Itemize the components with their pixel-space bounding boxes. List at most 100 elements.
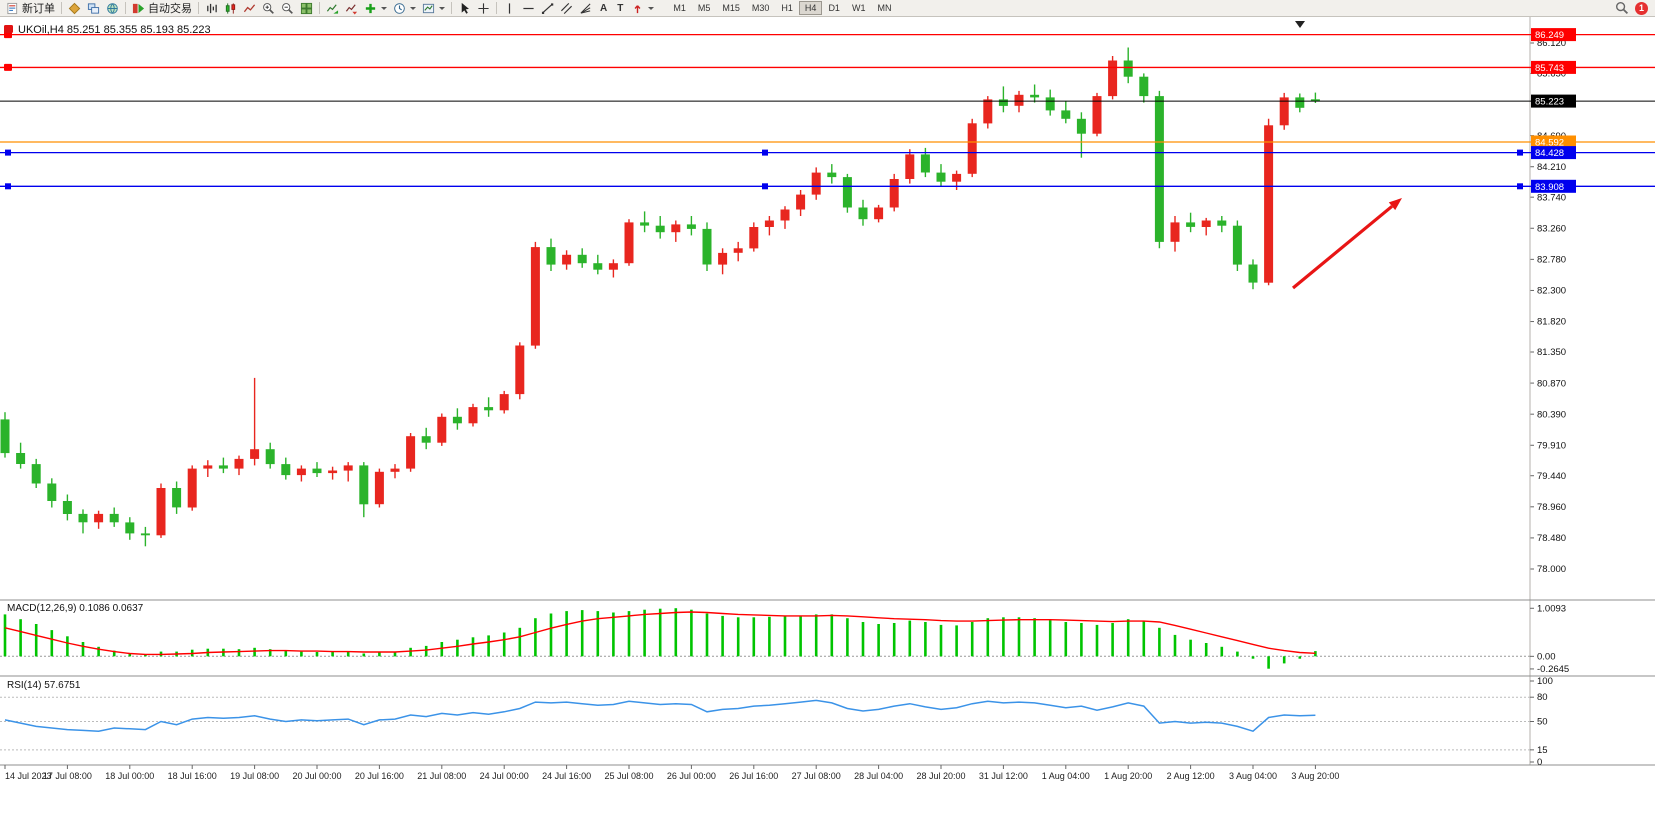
svg-text:31 Jul 12:00: 31 Jul 12:00 xyxy=(979,771,1028,781)
svg-text:84.592: 84.592 xyxy=(1535,138,1564,149)
svg-text:0: 0 xyxy=(1537,757,1542,768)
timeframe-MN[interactable]: MN xyxy=(877,3,892,13)
chart-window[interactable]: 86.12085.65084.69084.21083.74083.26082.7… xyxy=(0,17,1655,829)
svg-text:85.223: 85.223 xyxy=(1535,97,1564,108)
trend-arrow[interactable] xyxy=(1291,198,1402,290)
auto-scroll-button[interactable] xyxy=(323,0,342,16)
svg-text:2 Aug 12:00: 2 Aug 12:00 xyxy=(1167,771,1215,781)
new-order-button[interactable]: 新订单 xyxy=(3,0,58,16)
navigator-button[interactable] xyxy=(103,0,122,16)
macd-signal-line xyxy=(4,611,1316,656)
toolbar-right-group: 1 xyxy=(1615,1,1652,15)
autotrading-icon xyxy=(132,3,145,13)
bar-chart-mode-button[interactable] xyxy=(202,0,221,16)
timeframe-H1[interactable]: H1 xyxy=(781,3,793,13)
line-chart-icon xyxy=(243,3,256,12)
crosshair-tool-button[interactable] xyxy=(474,0,493,16)
svg-text:20 Jul 16:00: 20 Jul 16:00 xyxy=(355,771,404,781)
price-line-84.428[interactable] xyxy=(0,149,1655,156)
svg-text:80.390: 80.390 xyxy=(1537,409,1566,420)
svg-text:79.910: 79.910 xyxy=(1537,441,1566,452)
cursor-tool-button[interactable] xyxy=(455,0,474,16)
svg-text:83.260: 83.260 xyxy=(1537,224,1566,235)
candles-layer xyxy=(0,47,1320,547)
timeframe-M1[interactable]: M1 xyxy=(673,3,686,13)
chart-shift-button[interactable] xyxy=(342,0,361,16)
chart-shift-marker xyxy=(1295,21,1305,28)
line-chart-mode-button[interactable] xyxy=(240,0,259,16)
svg-text:15: 15 xyxy=(1537,745,1548,756)
svg-text:-0.2645: -0.2645 xyxy=(1537,664,1569,675)
chevron-down-icon xyxy=(439,6,445,10)
timeframe-M30[interactable]: M30 xyxy=(751,3,770,13)
timeframe-W1[interactable]: W1 xyxy=(851,3,866,13)
trendline-tool-button[interactable] xyxy=(538,0,557,16)
svg-text:84.210: 84.210 xyxy=(1537,162,1566,173)
svg-text:25 Jul 08:00: 25 Jul 08:00 xyxy=(604,771,653,781)
candle-chart-mode-button[interactable] xyxy=(221,0,240,16)
market-watch-button[interactable] xyxy=(65,0,84,16)
notification-badge[interactable]: 1 xyxy=(1635,1,1648,15)
channel-tool-button[interactable] xyxy=(557,0,576,16)
svg-text:79.440: 79.440 xyxy=(1537,471,1566,482)
arrows-tool-button[interactable] xyxy=(628,0,657,16)
svg-text:81.350: 81.350 xyxy=(1537,347,1566,358)
timeframe-M5[interactable]: M5 xyxy=(697,3,711,13)
autotrading-button[interactable]: 自动交易 xyxy=(129,0,195,16)
svg-text:100: 100 xyxy=(1537,676,1553,687)
svg-text:50: 50 xyxy=(1537,717,1548,728)
toolbar-separator xyxy=(319,2,320,14)
svg-text:28 Jul 20:00: 28 Jul 20:00 xyxy=(916,771,965,781)
text-tool-button[interactable]: A xyxy=(595,0,612,16)
svg-text:84.428: 84.428 xyxy=(1535,148,1564,159)
svg-text:24 Jul 00:00: 24 Jul 00:00 xyxy=(480,771,529,781)
add-indicator-button[interactable] xyxy=(361,0,390,16)
svg-text:3 Aug 04:00: 3 Aug 04:00 xyxy=(1229,771,1277,781)
search-icon[interactable] xyxy=(1615,1,1629,15)
timeframe-M15[interactable]: M15 xyxy=(722,3,740,13)
svg-text:78.480: 78.480 xyxy=(1537,533,1566,544)
zoom-in-button[interactable] xyxy=(259,0,278,16)
crosshair-icon xyxy=(478,2,489,14)
fibonacci-tool-button[interactable] xyxy=(576,0,595,16)
svg-text:24 Jul 16:00: 24 Jul 16:00 xyxy=(542,771,591,781)
data-window-button[interactable] xyxy=(84,0,103,16)
svg-text:20 Jul 00:00: 20 Jul 00:00 xyxy=(292,771,341,781)
svg-text:83.740: 83.740 xyxy=(1537,192,1566,203)
chart-canvas[interactable]: 86.12085.65084.69084.21083.74083.26082.7… xyxy=(0,17,1655,785)
svg-text:28 Jul 04:00: 28 Jul 04:00 xyxy=(854,771,903,781)
market-watch-icon xyxy=(68,2,81,14)
timeframe-H4[interactable]: H4 xyxy=(798,1,823,15)
rsi-label: RSI(14) 57.6751 xyxy=(7,680,81,691)
chart-marker-icon xyxy=(4,25,13,33)
template-menu-button[interactable] xyxy=(419,0,448,16)
svg-text:78.960: 78.960 xyxy=(1537,502,1566,513)
toolbar-separator xyxy=(451,2,452,14)
svg-text:18 Jul 00:00: 18 Jul 00:00 xyxy=(105,771,154,781)
navigator-icon xyxy=(107,2,118,14)
timeframe-D1[interactable]: D1 xyxy=(828,3,840,13)
macd-panel: 1.0093 0.00 -0.2645 MACD(12,26,9) 0.1086 0.… xyxy=(0,603,1569,675)
horizontal-line-tool-button[interactable] xyxy=(519,0,538,16)
price-line-83.908[interactable] xyxy=(0,183,1655,190)
period-menu-button[interactable] xyxy=(390,0,419,16)
vertical-line-tool-button[interactable] xyxy=(500,0,519,16)
data-window-icon xyxy=(87,2,100,14)
price-line-85.743[interactable] xyxy=(0,63,1655,71)
svg-text:86.120: 86.120 xyxy=(1537,38,1566,49)
svg-text:78.000: 78.000 xyxy=(1537,564,1566,575)
tile-windows-button[interactable] xyxy=(297,0,316,16)
label-tool-button[interactable]: T xyxy=(612,0,628,16)
macd-label: MACD(12,26,9) 0.1086 0.0637 xyxy=(7,603,144,614)
price-line-86.249[interactable] xyxy=(0,31,1655,39)
zoom-out-button[interactable] xyxy=(278,0,297,16)
vertical-line-icon xyxy=(508,2,511,14)
svg-text:80.870: 80.870 xyxy=(1537,378,1566,389)
svg-text:21 Jul 08:00: 21 Jul 08:00 xyxy=(417,771,466,781)
overlay-layer: UKOil,H4 85.251 85.355 85.193 85.223 xyxy=(4,21,1402,290)
svg-text:19 Jul 08:00: 19 Jul 08:00 xyxy=(230,771,279,781)
add-indicator-plus-icon xyxy=(365,3,376,13)
svg-text:14 Jul 2023: 14 Jul 2023 xyxy=(5,771,52,781)
svg-text:3 Aug 20:00: 3 Aug 20:00 xyxy=(1291,771,1339,781)
